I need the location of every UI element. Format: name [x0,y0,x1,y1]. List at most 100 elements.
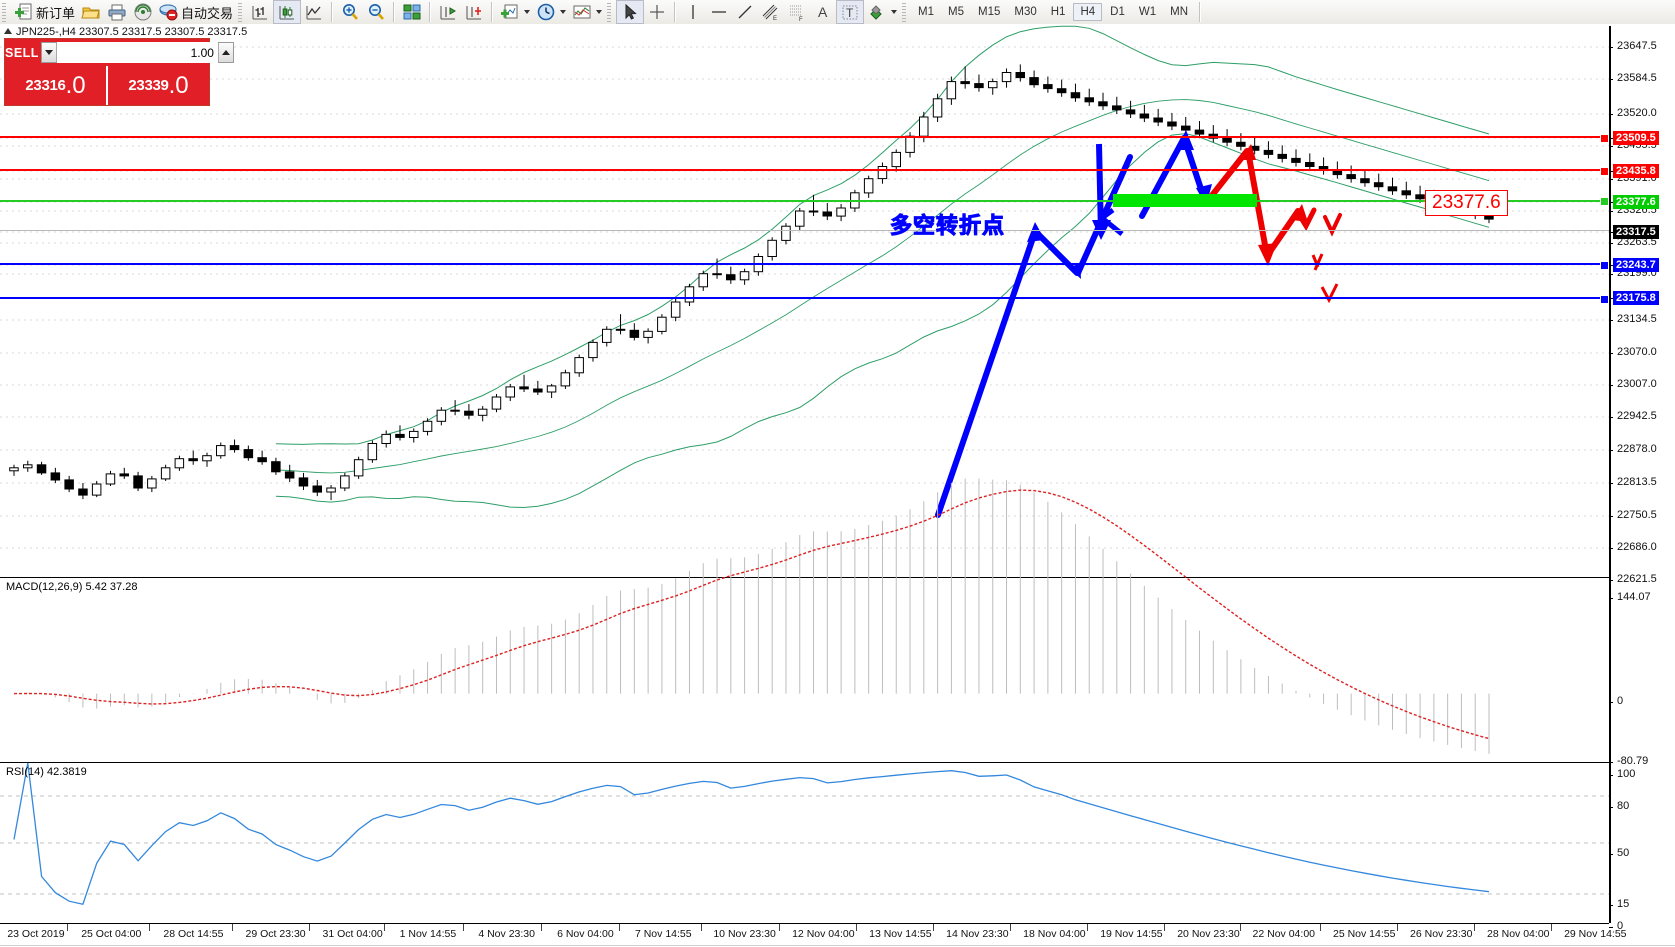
indicator-tick: 144.07 [1609,591,1651,603]
price-pane[interactable]: 多空转折点 23377.6 [0,25,1609,577]
time-label: 23 Oct 2019 [7,928,65,940]
candlestick-chart-button[interactable] [273,0,302,24]
support-marker-1[interactable] [1600,261,1609,270]
timeframe-m1[interactable]: M1 [918,6,935,18]
timeframe-m15[interactable]: M15 [978,6,1001,18]
price-badge[interactable]: 23435.8 [1613,164,1659,178]
macd-pane[interactable]: MACD(12,26,9) 5.42 37.28 [0,478,1609,762]
price-badge[interactable]: 23377.6 [1613,195,1659,209]
rsi-pane[interactable]: RSI(14) 42.3819 [0,762,1609,923]
support-marker-2[interactable] [1600,295,1609,304]
time-label: 25 Nov 14:55 [1332,928,1396,940]
price-tick: 22621.5 [1609,573,1657,585]
timeframe-d1[interactable]: D1 [1110,6,1125,18]
indicators-button[interactable] [497,1,523,23]
resistance-marker-2[interactable] [1600,167,1609,176]
equidistant-channel-tool-button[interactable]: E [758,1,784,23]
volume-decrease-button[interactable] [41,43,57,62]
autotrading-button[interactable]: 自动交易 [156,1,236,23]
indicator-tick: -80.79 [1608,755,1648,767]
price-badge[interactable]: 23243.7 [1613,258,1659,272]
last-price-line [0,230,1609,231]
chevron-down-icon [44,50,53,55]
time-label: 13 Nov 14:55 [869,928,932,940]
text-tool-button[interactable]: A [810,1,836,23]
zoom-in-button[interactable] [337,1,363,23]
timeframe-m30[interactable]: M30 [1014,6,1037,18]
shift-chart-button[interactable] [435,1,461,23]
objects-dropdown-caret[interactable] [891,10,898,14]
indicators-icon [500,2,520,22]
indicators-dropdown-caret[interactable] [524,10,531,14]
timeframe-mn[interactable]: MN [1170,6,1188,18]
timeframe-h1[interactable]: H1 [1050,6,1066,18]
timeframe-h4[interactable]: H4 [1073,3,1103,21]
one-click-trading-panel[interactable]: SELL BUY 23316 .0 23339 .0 [4,38,263,106]
sell-button[interactable]: SELL [5,45,39,60]
toolbar-grip-2[interactable] [238,2,243,22]
bar-chart-button[interactable] [247,1,273,23]
vertical-line-tool-button[interactable] [680,1,706,23]
zoom-in-icon [340,2,360,22]
pivot-marker[interactable] [1600,197,1609,206]
cursor-icon [620,2,640,22]
time-label: 10 Nov 23:30 [713,928,776,940]
price-badge[interactable]: 23509.5 [1613,131,1659,145]
print-button[interactable] [104,1,130,23]
price-scale[interactable]: 23647.523584.523520.023509.523455.523435… [1608,26,1675,932]
volume-stepper[interactable] [40,42,234,63]
time-tick [1474,924,1476,931]
time-tick [541,924,543,931]
autoscroll-button[interactable] [461,1,487,23]
toolbar-grip[interactable] [2,2,6,22]
new-order-button[interactable]: 新订单 [11,1,78,23]
objects-list-button[interactable] [864,1,890,23]
cursor-tool-button[interactable] [616,0,645,24]
templates-button[interactable] [569,1,595,23]
time-tick [856,924,858,931]
time-axis[interactable]: 23 Oct 2019 25 Oct 04:00 28 Oct 14:55 29 Oc… [0,923,1627,947]
text-icon: A [813,2,833,22]
horizontal-line-tool-button[interactable] [706,1,732,23]
timeframe-m5[interactable]: M5 [948,6,964,18]
time-tick [1320,924,1322,931]
pivot-zone-rectangle[interactable] [1113,194,1257,207]
indicator-tick: 0 [1608,695,1623,707]
buy-button[interactable]: BUY [235,45,264,60]
toolbar-grip-4[interactable] [902,2,907,22]
fibonacci-tool-button[interactable]: F [784,1,810,23]
price-tick: 23647.5 [1609,40,1657,52]
trendline-tool-button[interactable] [732,1,758,23]
price-badge[interactable]: 23317.5 [1613,225,1659,239]
chart-area[interactable]: 多空转折点 23377.6 MACD(12,26,9) 5.42 37.28 R… [0,24,1675,947]
toolbar-grip-3[interactable] [607,2,612,22]
period-dropdown-caret[interactable] [560,10,567,14]
indicator-tick: 80 [1608,800,1629,812]
price-tick: 23007.0 [1609,378,1657,390]
support-line-2[interactable] [0,297,1609,299]
resistance-line-2[interactable] [0,169,1609,171]
svg-text:F: F [799,17,803,22]
tile-windows-button[interactable] [399,1,425,23]
zoom-out-button[interactable] [363,1,389,23]
open-template-button[interactable] [78,1,104,23]
timeframe-w1[interactable]: W1 [1138,6,1157,18]
crosshair-tool-button[interactable] [644,1,670,23]
broadcast-button[interactable] [130,1,156,23]
collapse-triangle-icon[interactable] [4,28,12,34]
resistance-marker-1[interactable] [1600,134,1609,143]
toolbar-separator-1 [331,2,334,22]
volume-input[interactable] [56,42,218,63]
ask-price[interactable]: 23339 .0 [108,66,209,105]
price-badge[interactable]: 23175.8 [1613,291,1659,305]
resistance-line-1[interactable] [0,136,1609,138]
line-chart-button[interactable] [301,1,327,23]
pivot-line[interactable] [0,200,1609,202]
bid-price[interactable]: 23316 .0 [5,66,106,105]
support-line-1[interactable] [0,263,1609,265]
volume-increase-button[interactable] [217,43,233,62]
text-label-tool-button[interactable]: T [836,0,865,24]
templates-dropdown-caret[interactable] [596,10,603,14]
time-label: 7 Nov 14:55 [634,928,692,940]
period-button[interactable] [533,1,559,23]
